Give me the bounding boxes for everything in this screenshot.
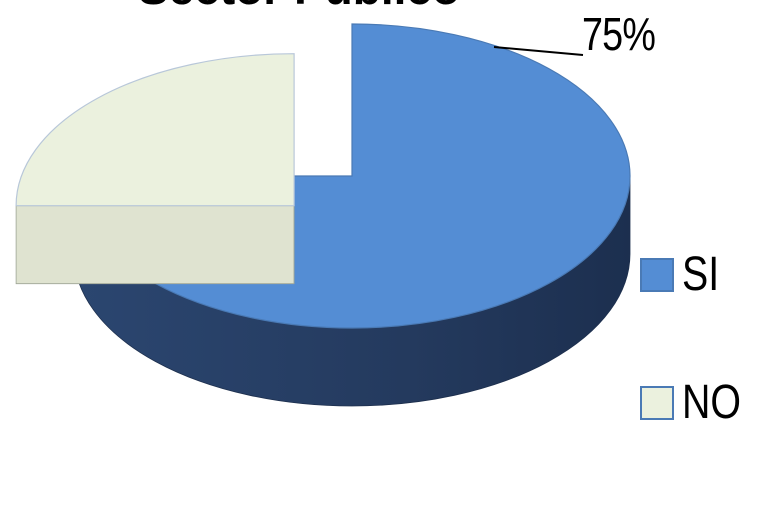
legend-label-si: SI (682, 248, 720, 301)
legend-swatch-no (640, 386, 674, 420)
data-label-si: 75% (582, 8, 656, 60)
legend-label-no: NO (682, 376, 742, 429)
legend-swatch-si (640, 258, 674, 292)
legend-item-no: NO (640, 373, 754, 433)
legend-item-si: SI (640, 245, 727, 305)
slice-top-no (15, 53, 295, 207)
pie-slice-no (15, 53, 295, 285)
leader-line-si (493, 46, 584, 56)
chart-title: Sector Publico (138, 0, 558, 18)
